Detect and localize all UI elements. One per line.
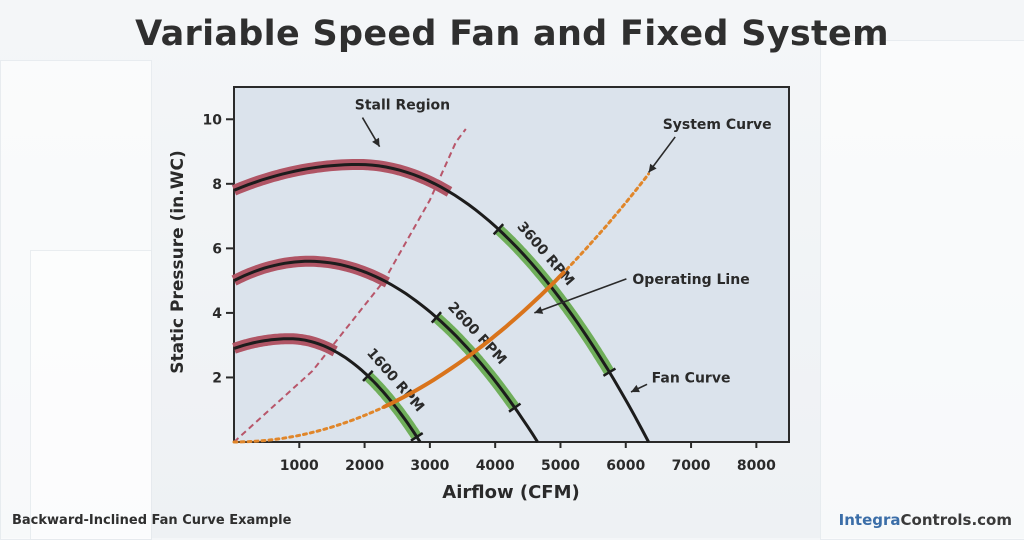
operating-tick	[410, 432, 424, 442]
stall-line	[233, 128, 467, 443]
annotation-label: Operating Line	[632, 272, 749, 288]
annotation-label: System Curve	[663, 117, 772, 133]
brand-logo: IntegraControls.com	[839, 511, 1012, 529]
operating-tick	[430, 311, 442, 324]
footer-caption: Backward-Inclined Fan Curve Example	[12, 513, 292, 528]
y-axis-label: Static Pressure (in.WC)	[168, 150, 188, 374]
x-tick-label: 5000	[541, 458, 580, 474]
x-tick-label: 3000	[410, 458, 449, 474]
arrow-head	[648, 163, 657, 173]
operating-tick	[362, 369, 374, 382]
fan-curve	[233, 163, 650, 443]
x-tick-label: 2000	[345, 458, 384, 474]
y-tick-label: 8	[212, 177, 222, 193]
operating-line	[382, 270, 566, 409]
annotation-label: Stall Region	[355, 98, 450, 114]
fan-curve	[233, 337, 422, 443]
page-title: Variable Speed Fan and Fixed System	[135, 14, 889, 54]
annotation-arrow	[534, 278, 627, 314]
brand-part-1: Integra	[838, 511, 901, 529]
y-tick-label: 4	[212, 306, 222, 322]
fan-curve	[233, 259, 539, 443]
background-building	[30, 250, 152, 540]
operating-tick	[492, 223, 505, 236]
x-tick-label: 6000	[606, 458, 645, 474]
x-tick-label: 7000	[672, 458, 711, 474]
x-tick-label: 8000	[737, 458, 776, 474]
brand-part-2: Controls.com	[900, 511, 1012, 529]
background-building	[820, 40, 1024, 540]
arrow-head	[372, 137, 380, 147]
x-tick-label: 4000	[476, 458, 515, 474]
y-tick-label: 6	[212, 241, 222, 257]
operating-tick	[508, 402, 522, 413]
operating-tick	[602, 367, 617, 377]
arrow-head	[534, 306, 544, 314]
arrow-head	[630, 384, 640, 393]
y-tick-label: 2	[212, 370, 222, 386]
x-axis-label: Airflow (CFM)	[442, 482, 579, 503]
annotation-label: Fan Curve	[652, 370, 731, 386]
x-tick-label: 1000	[280, 458, 319, 474]
y-tick-label: 10	[203, 112, 223, 128]
